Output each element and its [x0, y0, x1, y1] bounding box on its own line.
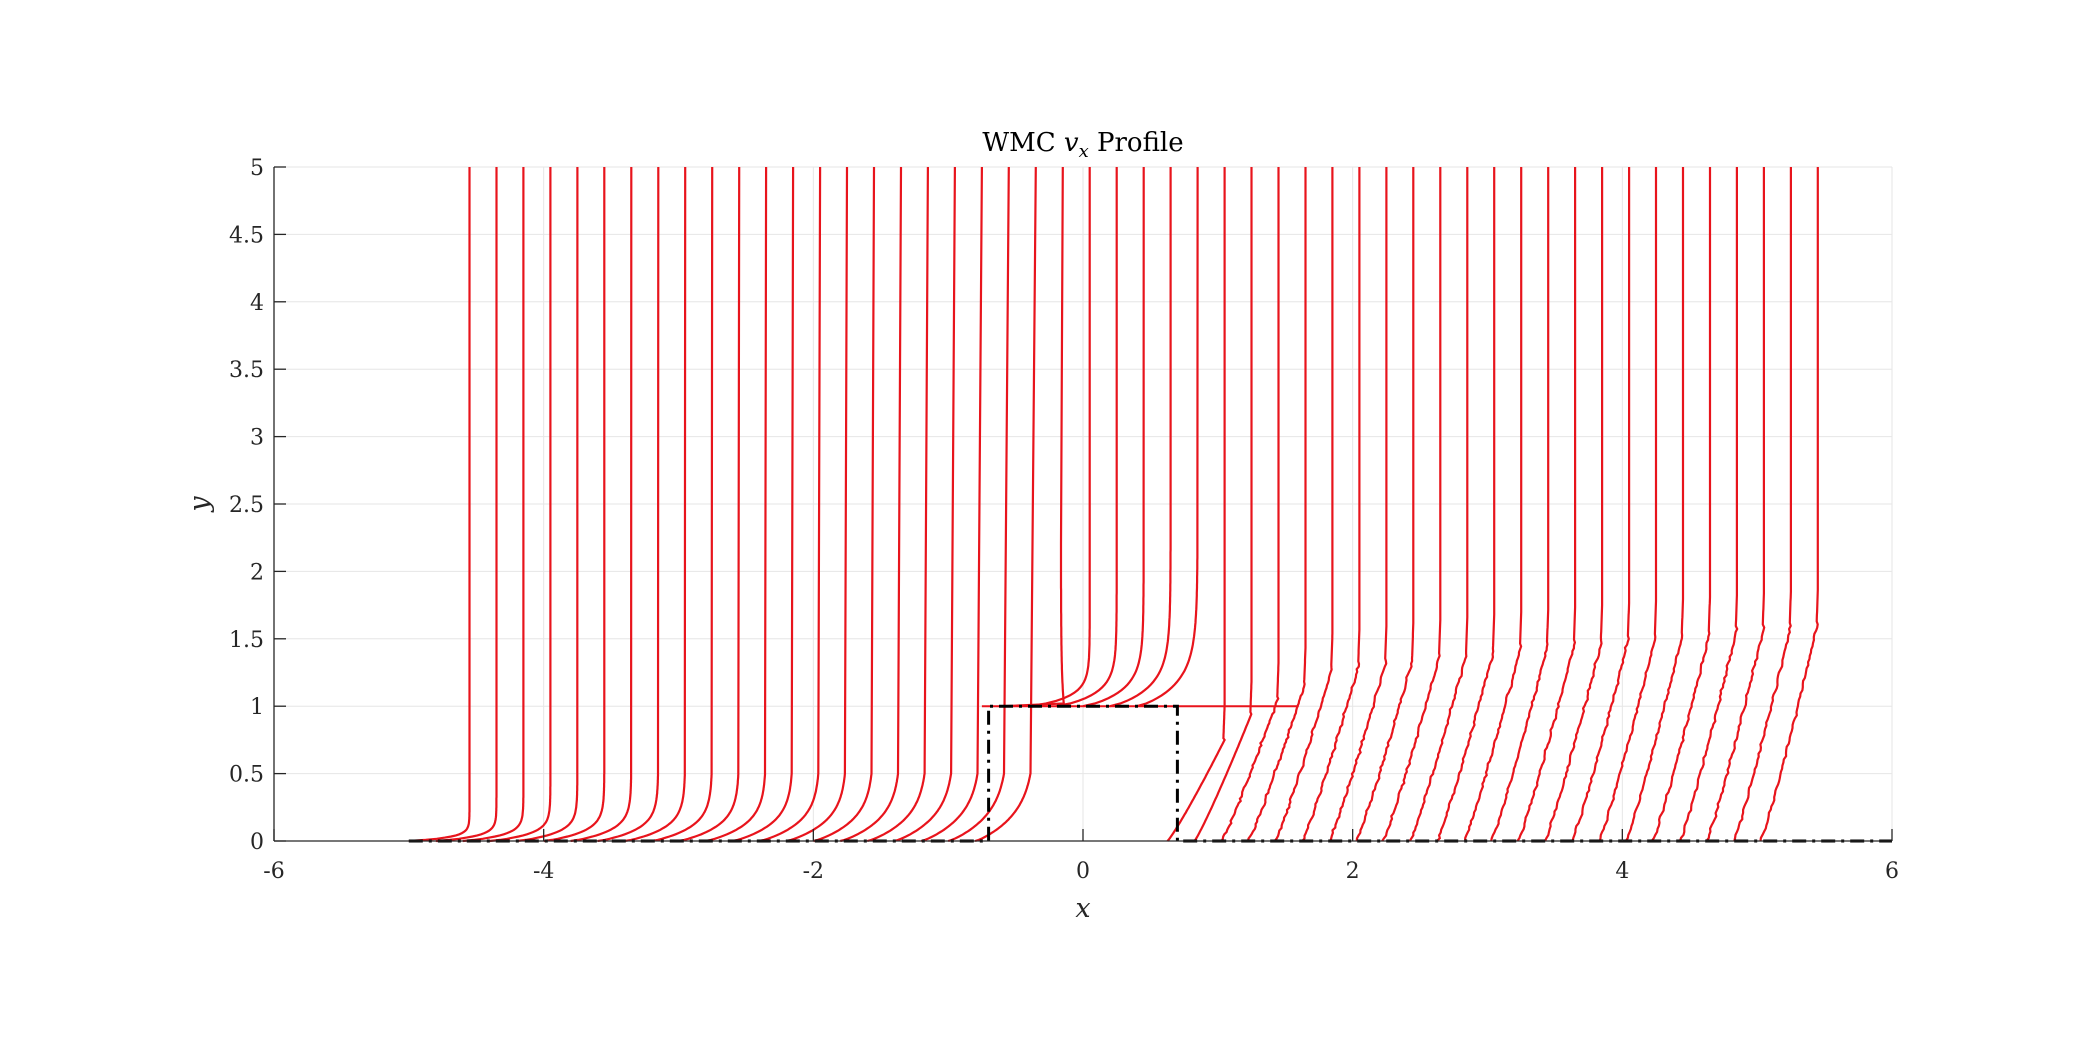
- velocity-profile-line: [1193, 167, 1253, 842]
- x-axis-label: x: [1075, 893, 1090, 924]
- velocity-profile-line: [867, 166, 929, 843]
- y-tick-label: 2.5: [229, 493, 264, 518]
- y-tick-label: 3.5: [229, 358, 264, 383]
- velocity-profile-line: [1355, 167, 1415, 842]
- y-tick-label: 0: [250, 830, 264, 855]
- velocity-profile-line: [1464, 167, 1523, 842]
- y-tick-label: 1.5: [229, 628, 264, 653]
- velocity-profile-line: [570, 166, 633, 843]
- velocity-profile-line: [1301, 167, 1361, 842]
- velocity-profile-line: [1247, 167, 1307, 842]
- y-tick-label: 5: [250, 156, 264, 181]
- velocity-profile-line: [1650, 167, 1712, 842]
- x-tick-label: -2: [803, 859, 824, 884]
- chart-title: WMC vx Profile: [982, 128, 1183, 162]
- velocity-profile-line: [893, 166, 956, 843]
- axes: [273, 166, 1893, 842]
- velocity-profile-line: [435, 167, 498, 843]
- velocity-profile-line: [813, 166, 876, 843]
- y-tick-label: 2: [250, 560, 264, 585]
- velocity-profile-line: [408, 167, 471, 843]
- velocity-profile-line: [1166, 167, 1226, 842]
- y-axis-label: y: [184, 496, 215, 513]
- velocity-profile-line: [489, 167, 552, 843]
- velocity-profile-line: [1136, 166, 1199, 708]
- velocity-profile-line: [1759, 167, 1819, 842]
- velocity-profile-line: [1490, 167, 1550, 842]
- velocity-profile-line: [516, 166, 579, 843]
- velocity-profile-line: [759, 166, 822, 843]
- velocity-profile-line: [1571, 167, 1631, 842]
- velocity-profile-line: [1544, 167, 1604, 842]
- velocity-profile-line: [1624, 167, 1685, 842]
- x-tick-label: 6: [1885, 859, 1899, 884]
- tick-labels: -6 -4 -2 0 2 4 6 0 0.5 1 1.5 2 2.5 3 3.5 4 4.5 5: [229, 156, 1899, 884]
- velocity-profile-line: [1082, 166, 1145, 708]
- velocity-profile-line: [1408, 167, 1469, 842]
- velocity-profile-line: [732, 166, 795, 843]
- velocity-profile-line: [1381, 167, 1442, 842]
- grid-lines: [273, 166, 1893, 842]
- velocity-profile-line: [840, 166, 903, 843]
- velocity-profile-line: [1705, 167, 1766, 842]
- velocity-profile-line: [1329, 167, 1388, 842]
- velocity-profile-line: [1273, 167, 1334, 842]
- x-tick-label: 0: [1076, 859, 1090, 884]
- velocity-profile-line: [1679, 167, 1739, 842]
- velocity-profile-line: [947, 166, 1010, 843]
- chart-title-variable: v: [1064, 128, 1079, 158]
- x-tick-label: 2: [1346, 859, 1360, 884]
- x-tick-label: 4: [1615, 859, 1629, 884]
- chart-title-prefix: WMC: [982, 128, 1064, 158]
- velocity-profile-line: [1055, 167, 1118, 708]
- velocity-profile-line: [597, 166, 660, 843]
- velocity-profile-line: [705, 166, 768, 843]
- velocity-profile-line: [543, 167, 606, 843]
- y-tick-label: 3: [250, 426, 264, 451]
- velocity-profile-line: [1599, 167, 1658, 842]
- chart-title-suffix: Profile: [1089, 128, 1184, 158]
- x-tick-label: -6: [263, 859, 284, 884]
- velocity-profile-line: [1516, 167, 1577, 842]
- velocity-profiles: [408, 166, 1819, 843]
- velocity-profile-line: [1436, 167, 1496, 842]
- velocity-profile-line: [1733, 167, 1792, 842]
- velocity-profile-line: [462, 167, 525, 843]
- velocity-profile-line: [678, 166, 741, 843]
- y-tick-label: 0.5: [229, 763, 264, 788]
- y-tick-label: 4.5: [229, 223, 264, 248]
- y-tick-label: 4: [250, 291, 264, 316]
- velocity-profile-line: [624, 166, 687, 843]
- x-tick-label: -4: [533, 859, 554, 884]
- velocity-profile-line: [1220, 167, 1280, 842]
- velocity-profile-line: [920, 166, 983, 843]
- velocity-profile-line: [651, 166, 714, 843]
- velocity-profile-line: [974, 166, 1037, 843]
- chart-title-subscript: x: [1079, 141, 1089, 162]
- velocity-profile-line: [1028, 167, 1091, 708]
- velocity-profile-line: [1109, 167, 1172, 708]
- velocity-profile-line: [1002, 166, 1066, 708]
- y-tick-label: 1: [250, 695, 264, 720]
